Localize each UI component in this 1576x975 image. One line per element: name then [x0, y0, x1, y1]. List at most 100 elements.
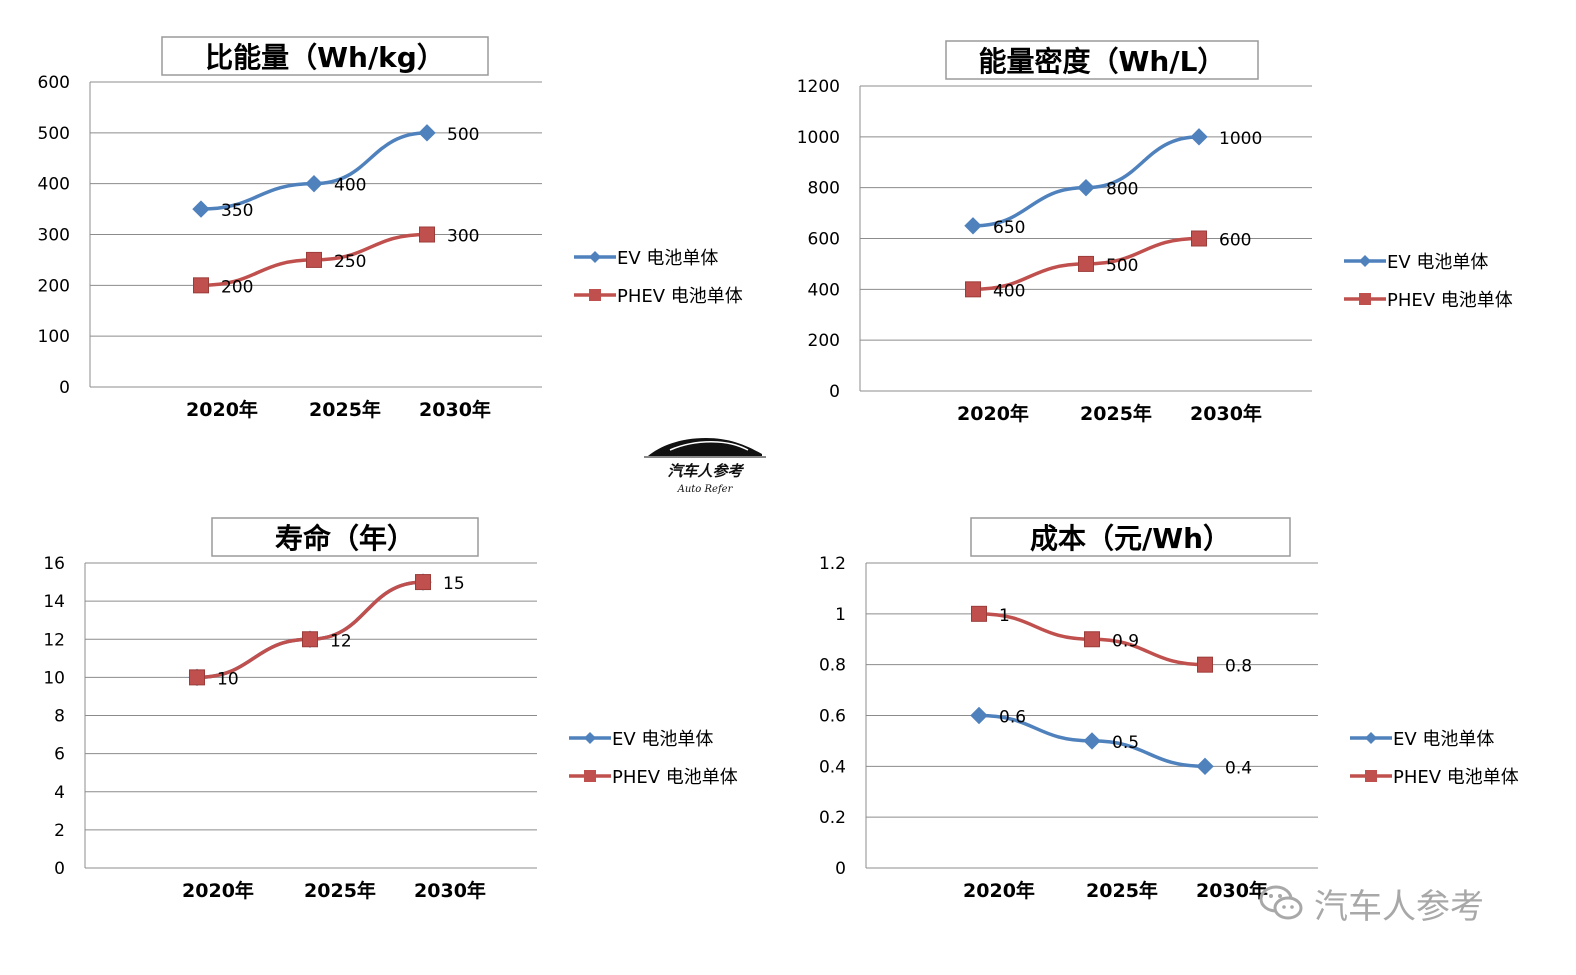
data-point-diamond: [305, 174, 323, 193]
data-label: 12: [330, 631, 352, 651]
data-point-square: [1197, 656, 1213, 673]
data-label: 0.9: [1112, 631, 1139, 651]
legend-marker-diamond: [1365, 732, 1377, 744]
data-label: 1000: [1219, 129, 1262, 149]
chart-1: 0 100 200 300 400 500 600 2020年 2025年 2030年 比能量（Wh…: [38, 36, 743, 421]
y-tick-label: 200: [38, 276, 70, 296]
chart-title-box: [970, 517, 1291, 557]
x-tick-label: 2020年: [186, 398, 258, 421]
series-line-2: [196, 580, 424, 680]
y-tick-label: 0: [829, 382, 840, 402]
legend-marker-square: [584, 770, 596, 782]
data-point-diamond: [1190, 128, 1208, 146]
data-label: 0.4: [1225, 758, 1252, 778]
x-tick-label: 2020年: [957, 402, 1029, 425]
legend-label: EV 电池单体: [1387, 252, 1488, 273]
data-point-diamond: [1196, 757, 1214, 776]
data-label: 10: [217, 669, 239, 689]
y-tick-label: 300: [38, 226, 70, 246]
data-point-square: [1084, 631, 1100, 648]
legend-marker-diamond: [589, 251, 601, 263]
chart-4: 0 0.2 0.4 0.6 0.8 1 1.2 2020年 2025年 2030年 成本（元/Wh）…: [819, 517, 1519, 902]
x-tick-label: 2025年: [1080, 402, 1152, 425]
data-point-diamond: [192, 200, 210, 218]
y-tick-label: 0: [835, 859, 846, 879]
logo-text-cn: 汽车人参考: [667, 462, 743, 480]
data-point-diamond: [1083, 732, 1101, 750]
y-tick-label: 12: [43, 630, 65, 650]
data-point-diamond: [964, 217, 982, 235]
data-point-square: [971, 605, 987, 622]
y-tick-label: 100: [38, 327, 70, 347]
data-label: 0.6: [999, 708, 1026, 728]
chart-title: 比能量（Wh/kg）: [205, 41, 445, 74]
data-point-square: [302, 631, 318, 648]
data-label: 1: [999, 606, 1010, 626]
series-line-1: [196, 580, 424, 680]
y-tick-label: 0.4: [819, 757, 846, 777]
legend-marker-square: [1359, 293, 1371, 305]
chart-title-box: [211, 517, 479, 557]
data-label: 800: [1106, 180, 1138, 200]
data-label: 500: [447, 125, 479, 145]
chart-3: 0 2 4 6 8 10 12 14 16 2020年 2025年 2030年 寿命（年） 10 12 15 E…: [43, 517, 738, 902]
y-tick-label: 600: [808, 230, 840, 250]
y-tick-label: 800: [808, 179, 840, 199]
legend-marker-square: [589, 289, 601, 301]
legend-label: EV 电池单体: [1393, 729, 1494, 750]
y-tick-label: 600: [38, 73, 70, 93]
y-tick-label: 500: [38, 124, 70, 144]
data-point-square: [306, 251, 322, 268]
data-point-diamond: [418, 124, 436, 142]
y-tick-label: 4: [54, 783, 65, 803]
legend-label: PHEV 电池单体: [1393, 767, 1519, 788]
data-label: 350: [221, 201, 253, 221]
y-tick-label: 400: [38, 175, 70, 195]
series-line-1: [200, 131, 428, 211]
y-tick-label: 1000: [797, 128, 840, 148]
legend-label: EV 电池单体: [612, 729, 713, 750]
legend-label: PHEV 电池单体: [617, 286, 743, 307]
data-label: 300: [447, 227, 479, 247]
chart-title-box: [945, 40, 1259, 80]
chart-2: 0 200 400 600 800 1000 1200 2020年 2025年 2030年 能量密度…: [797, 40, 1513, 425]
y-tick-label: 400: [808, 280, 840, 300]
y-tick-label: 0: [59, 378, 70, 398]
x-tick-label: 2030年: [419, 398, 491, 421]
data-label: 650: [993, 218, 1025, 238]
logo-text-en: Auto Refer: [677, 484, 733, 495]
data-label: 250: [334, 252, 366, 272]
x-tick-label: 2030年: [1190, 402, 1262, 425]
y-tick-label: 0.6: [819, 707, 846, 727]
wechat-icon: [1259, 885, 1303, 920]
legend-marker-diamond: [584, 732, 596, 744]
data-point-diamond: [1077, 178, 1095, 197]
data-point-square: [1191, 230, 1207, 247]
x-tick-label: 2030年: [414, 879, 486, 902]
y-tick-label: 6: [54, 745, 65, 765]
auto-refer-logo: 汽车人参考 Auto Refer: [640, 432, 770, 507]
data-point-square: [965, 281, 981, 298]
x-tick-label: 2025年: [1086, 879, 1158, 902]
x-tick-label: 2025年: [309, 398, 381, 421]
data-label: 0.5: [1112, 733, 1139, 753]
y-tick-label: 14: [43, 592, 65, 612]
legend-label: PHEV 电池单体: [1387, 290, 1513, 311]
y-tick-label: 200: [808, 331, 840, 351]
data-label: 15: [443, 574, 465, 594]
x-tick-label: 2020年: [963, 879, 1035, 902]
data-label: 600: [1219, 231, 1251, 251]
y-tick-label: 1.2: [819, 554, 846, 574]
data-label: 400: [334, 176, 366, 196]
chart-title: 成本（元/Wh）: [1030, 522, 1231, 555]
legend-marker-diamond: [1359, 255, 1371, 267]
legend-label: EV 电池单体: [617, 248, 718, 269]
chart-title: 能量密度（Wh/L）: [979, 45, 1226, 78]
data-point-square: [1078, 255, 1094, 272]
y-tick-label: 10: [43, 668, 65, 688]
x-tick-label: 2025年: [304, 879, 376, 902]
data-label: 0.8: [1225, 657, 1252, 677]
y-tick-label: 2: [54, 821, 65, 841]
watermark-text: 汽车人参考: [1314, 886, 1484, 927]
